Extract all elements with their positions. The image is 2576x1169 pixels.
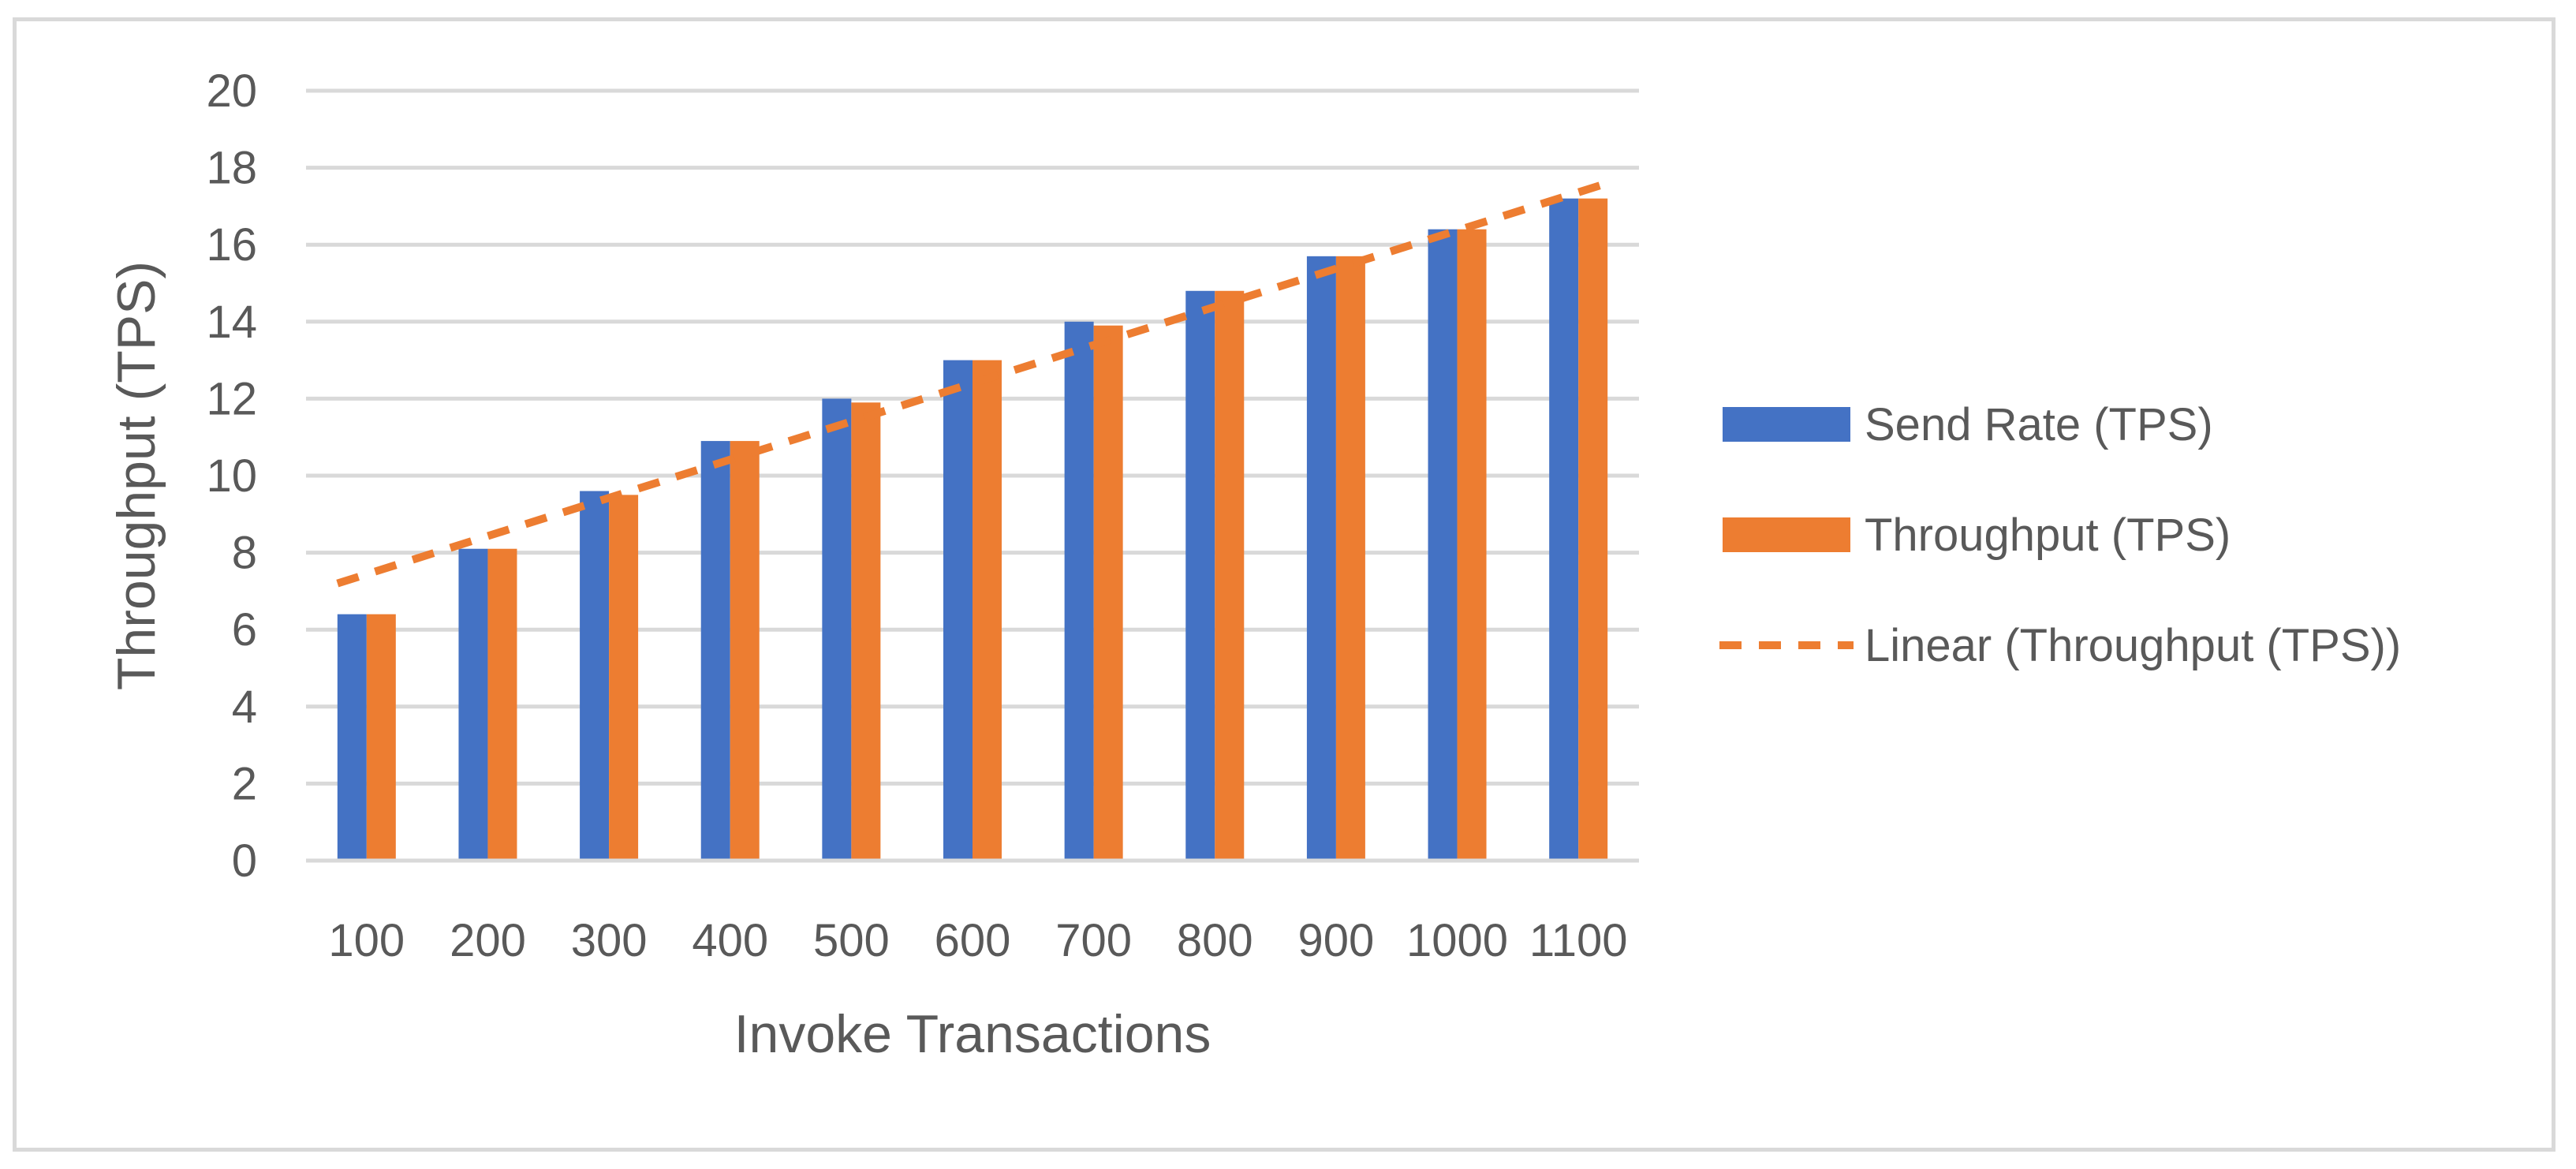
- bar-throughput-100: [366, 614, 396, 861]
- x-tick-label: 300: [571, 915, 648, 966]
- bar-send-rate-400: [700, 441, 730, 861]
- y-tick-label: 18: [206, 143, 257, 194]
- y-tick-label: 16: [206, 219, 257, 271]
- legend-label-throughput: Throughput (TPS): [1865, 510, 2231, 561]
- bar-throughput-300: [609, 495, 639, 861]
- trendline: [336, 179, 1609, 588]
- bar-throughput-1100: [1578, 198, 1608, 861]
- legend-label-linear-trend: Linear (Throughput (TPS)): [1865, 620, 2401, 671]
- x-tick-label: 200: [450, 915, 526, 966]
- bar-throughput-800: [1215, 290, 1245, 861]
- bar-send-rate-200: [458, 548, 488, 861]
- bar-throughput-900: [1335, 256, 1365, 861]
- x-tick-label: 400: [692, 915, 768, 966]
- y-tick-label: 10: [206, 450, 257, 502]
- x-axis-tick-labels: 100 200 300 400 500 600 700 800 900 1000 1100: [328, 915, 1627, 966]
- y-tick-label: 8: [232, 528, 257, 579]
- y-axis-title: Throughput (TPS): [106, 261, 166, 690]
- y-axis-tick-labels: 0 2 4 6 8 10 12 14 16 18 20: [206, 65, 257, 887]
- y-tick-label: 4: [232, 682, 257, 733]
- legend-swatch-throughput: [1723, 517, 1850, 552]
- legend-swatch-send-rate: [1723, 407, 1850, 442]
- bar-throughput-200: [487, 548, 517, 861]
- bar-send-rate-900: [1306, 256, 1336, 861]
- x-tick-label: 1100: [1529, 915, 1628, 966]
- bar-send-rate-800: [1185, 290, 1215, 861]
- bar-send-rate-1000: [1428, 229, 1458, 861]
- bar-throughput-500: [851, 402, 881, 861]
- bar-send-rate-100: [337, 614, 367, 861]
- trendline-linear-throughput: [336, 179, 1609, 588]
- bars: [337, 198, 1608, 861]
- x-tick-label: 100: [328, 915, 405, 966]
- legend: Send Rate (TPS) Throughput (TPS) Linear …: [1719, 399, 2401, 671]
- x-tick-label: 500: [813, 915, 890, 966]
- x-tick-label: 600: [935, 915, 1011, 966]
- y-tick-label: 14: [206, 297, 257, 348]
- y-tick-label: 2: [232, 758, 257, 809]
- gridlines: [306, 88, 1639, 786]
- x-tick-label: 900: [1298, 915, 1375, 966]
- y-tick-label: 6: [232, 604, 257, 655]
- chart-frame: [13, 17, 2555, 1152]
- bar-send-rate-500: [822, 398, 852, 861]
- bar-send-rate-300: [580, 491, 610, 861]
- x-tick-label: 700: [1055, 915, 1132, 966]
- y-tick-label: 12: [206, 373, 257, 424]
- y-tick-label: 20: [206, 65, 257, 117]
- x-tick-label: 1000: [1406, 915, 1508, 966]
- x-tick-label: 800: [1177, 915, 1253, 966]
- x-axis-title: Invoke Transactions: [734, 1004, 1211, 1064]
- bar-throughput-400: [730, 441, 760, 861]
- y-tick-label: 0: [232, 835, 257, 887]
- bar-throughput-700: [1093, 325, 1123, 861]
- bar-throughput-1000: [1457, 229, 1487, 861]
- bar-send-rate-600: [943, 360, 973, 861]
- legend-label-send-rate: Send Rate (TPS): [1865, 399, 2213, 450]
- bar-send-rate-1100: [1549, 198, 1579, 861]
- bar-send-rate-700: [1064, 321, 1094, 861]
- bar-throughput-600: [973, 360, 1002, 861]
